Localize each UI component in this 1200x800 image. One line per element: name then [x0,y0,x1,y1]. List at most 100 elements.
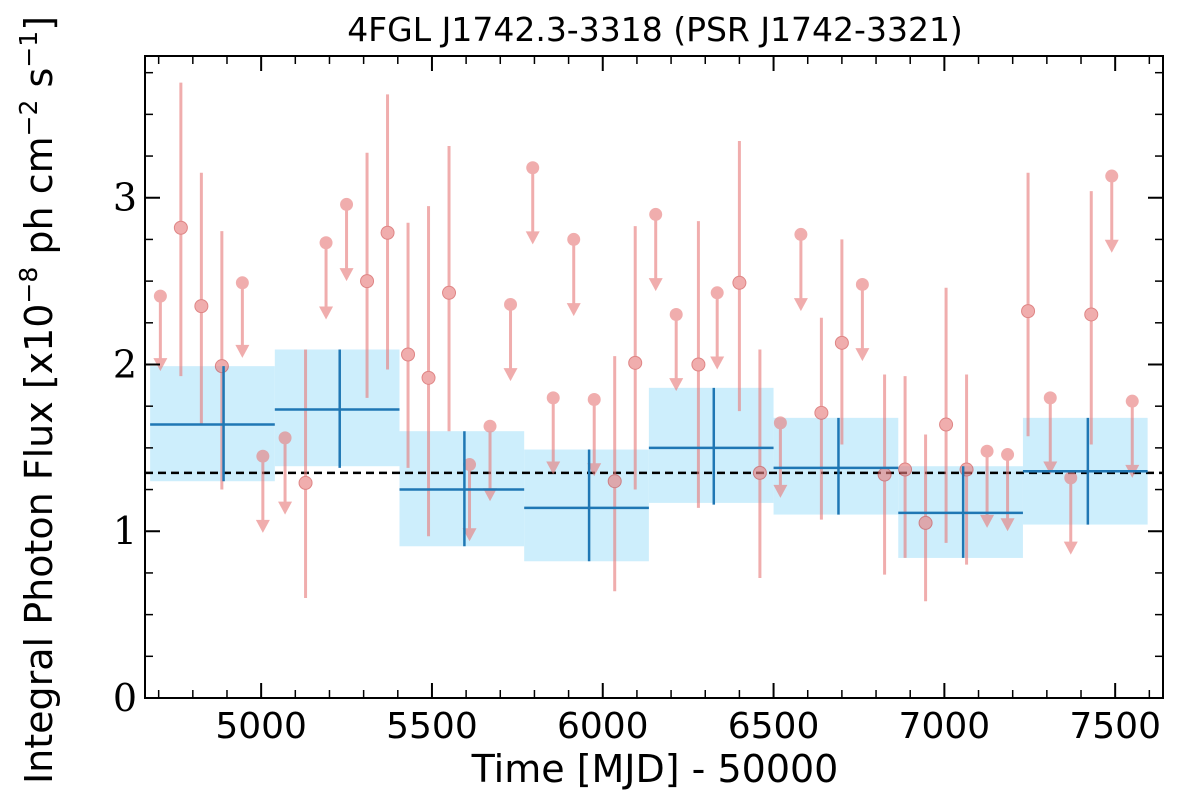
axes: 5000 5500 6000 6500 7000 7500 0 1 2 3 [113,55,1164,747]
monthly-point-11 [360,152,375,398]
upper-limit-marker-32 [794,227,808,241]
yearly-bin-band-2 [274,349,400,467]
y-tick-label-1: 1 [113,509,137,553]
monthly-point-21 [566,232,581,317]
y-axis-label-exp-2: −2 [14,100,43,137]
data-marker-33 [814,405,829,420]
monthly-point-8 [298,349,313,598]
upper-limit-marker-35 [855,277,869,291]
monthly-point-23 [607,356,622,592]
upper-limit-marker-9 [319,236,333,250]
plot-frame [144,55,1164,699]
monthly-point-13 [401,222,416,468]
monthly-point-7 [278,431,293,515]
upper-limit-arrow-1 [153,358,168,372]
upper-limit-marker-44 [1043,391,1057,405]
monthly-point-17 [483,419,498,502]
monthly-point-34 [834,239,849,445]
upper-limit-arrow-25 [648,278,663,292]
monthly-point-31 [773,416,788,498]
monthly-point-41 [980,444,995,528]
upper-limit-arrow-16 [462,528,477,542]
data-marker-8 [298,475,313,490]
monthly-point-45 [1063,471,1078,555]
upper-limit-marker-22 [587,393,601,407]
yearly-bin-band-6 [773,417,899,515]
data-marker-14 [421,370,436,385]
y-axis-label-exp-1: −8 [14,267,43,304]
data-marker-13 [401,347,416,362]
chart-title: 4FGL J1742.3-3318 (PSR J1742-3321) [347,10,963,49]
monthly-point-26 [669,307,684,392]
data-marker-12 [380,225,395,240]
monthly-point-24 [628,226,643,490]
x-tick-label-6000: 6000 [557,706,649,747]
upper-limit-arrow-45 [1063,541,1078,555]
upper-limit-marker-10 [340,197,354,211]
y-axis-label-exp-3: −1 [14,31,43,68]
upper-limit-marker-16 [463,458,477,472]
y-tick-label-2: 2 [113,342,137,386]
yearly-bin-band-5 [648,387,774,503]
upper-limit-marker-5 [235,276,249,290]
upper-limit-arrow-5 [235,344,250,358]
monthly-point-38 [918,434,933,602]
x-axis-label: Time [MJD] - 50000 [471,747,839,791]
monthly-point-47 [1104,169,1119,253]
upper-limit-marker-6 [256,449,270,463]
upper-limit-marker-45 [1064,471,1078,485]
monthly-point-12 [380,94,395,370]
upper-limit-marker-25 [649,207,663,221]
y-axis-label-prefix: Integral Photon Flux [x10 [17,304,61,785]
upper-limit-marker-1 [153,289,167,303]
data-marker-24 [628,355,643,370]
monthly-point-22 [587,393,602,477]
monthly-point-30 [752,349,767,578]
monthly-point-25 [648,207,663,292]
upper-limit-marker-31 [773,416,787,430]
data-marker-11 [360,274,375,289]
plot-area [145,82,1163,602]
monthly-point-35 [855,277,870,362]
upper-limit-arrow-26 [669,378,684,392]
monthly-point-27 [691,221,706,508]
upper-limit-arrow-18 [503,368,518,382]
monthly-point-32 [793,227,808,312]
monthly-point-10 [339,197,354,282]
monthly-point-3 [194,172,209,425]
x-tick-label-5500: 5500 [386,706,478,747]
upper-limit-marker-20 [546,391,560,405]
upper-limit-marker-19 [526,161,540,175]
x-tick-label-5000: 5000 [215,706,307,747]
data-marker-38 [918,515,933,530]
data-marker-39 [939,417,954,432]
monthly-point-44 [1043,391,1058,475]
monthly-point-39 [939,287,954,543]
monthly-point-15 [442,146,457,432]
upper-limit-arrow-42 [1000,518,1015,532]
y-axis-label-mid-2: s [17,68,61,100]
monthly-point-18 [503,297,518,382]
data-marker-2 [173,220,188,235]
upper-limit-arrow-47 [1104,239,1119,253]
monthly-point-20 [546,391,561,475]
upper-limit-arrow-22 [587,463,602,477]
upper-limit-arrow-19 [525,231,540,245]
upper-limit-arrow-28 [710,356,725,370]
upper-limit-arrow-21 [566,303,581,317]
upper-limit-arrow-20 [546,461,561,475]
data-marker-36 [877,467,892,482]
upper-limit-arrow-31 [773,484,788,498]
upper-limit-marker-48 [1125,394,1139,408]
data-marker-3 [194,299,209,314]
monthly-point-19 [525,161,540,245]
y-tick-label-3: 3 [113,176,137,220]
upper-limit-marker-21 [567,232,581,246]
monthly-point-42 [1000,448,1015,532]
data-marker-27 [691,357,706,372]
monthly-point-28 [710,286,725,370]
upper-limit-arrow-7 [278,501,293,515]
monthly-point-43 [1021,172,1036,437]
upper-limit-arrow-41 [980,514,995,528]
